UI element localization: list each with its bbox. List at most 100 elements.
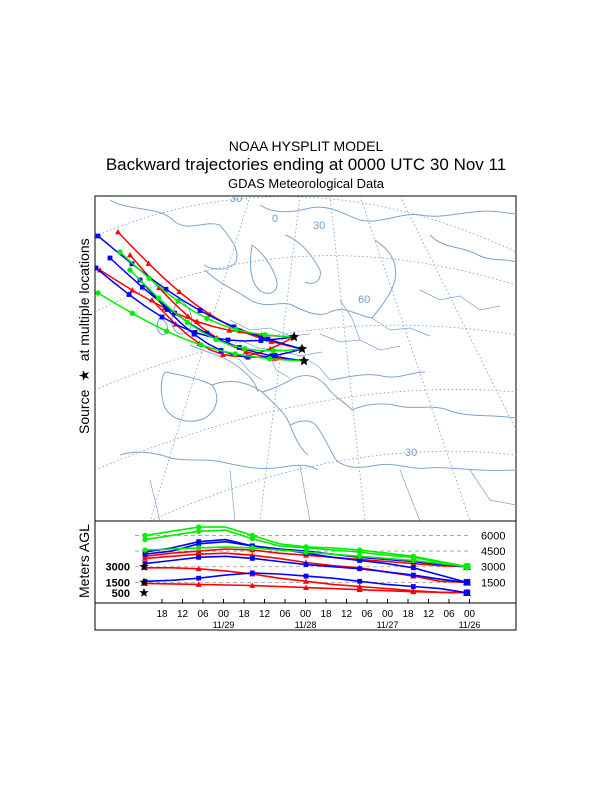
map-point [197, 308, 203, 313]
map-source-star [296, 343, 308, 354]
map-point [127, 252, 133, 258]
graticule-label: 30 [313, 220, 325, 232]
map-point [198, 342, 204, 348]
map-point [191, 331, 197, 337]
source-star-icon: ★ [76, 369, 92, 382]
map-point [95, 233, 101, 239]
height-point [303, 562, 309, 568]
map-trajectory-red-500-b [115, 229, 305, 352]
height-point [195, 545, 202, 551]
left-axis-label: 3000 [106, 562, 130, 574]
x-tick-label: 06 [361, 609, 373, 620]
height-point [196, 539, 202, 545]
x-tick-label: 18 [156, 609, 168, 620]
height-point [249, 582, 256, 588]
height-point [303, 578, 309, 584]
height-point [249, 570, 255, 576]
map-point [129, 310, 136, 317]
map-point [107, 255, 113, 261]
map-trajectory-green-3000-b [117, 249, 297, 340]
x-tick-label: 18 [402, 609, 414, 620]
map-point [204, 315, 210, 322]
height-series-green-3000-b [142, 528, 471, 571]
map-point [262, 332, 268, 338]
map-point [146, 275, 152, 281]
map-point [245, 354, 251, 360]
map-point [185, 313, 191, 319]
height-source-star [139, 587, 149, 597]
height-point [195, 548, 202, 554]
chart-title-line3: GDAS Meteorological Data [227, 176, 385, 191]
height-point [410, 557, 417, 564]
map-point [164, 307, 170, 312]
x-tick-label: 12 [177, 609, 189, 620]
height-series [139, 524, 471, 597]
map-point [97, 267, 103, 273]
map-point [243, 348, 249, 355]
map-trajectories [95, 229, 310, 366]
height-source-star [139, 577, 149, 587]
x-tick-label: 12 [341, 609, 353, 620]
height-point [142, 547, 148, 553]
map-point [176, 288, 183, 295]
right-axis-label: 1500 [481, 577, 505, 589]
map-point [231, 324, 237, 330]
date-label: 11/27 [377, 620, 399, 630]
date-label: 11/28 [295, 620, 317, 630]
height-point [410, 572, 416, 578]
map-point [115, 229, 121, 235]
height-point [463, 563, 471, 571]
map-point [159, 314, 165, 320]
graticule-label: 30 [230, 193, 242, 205]
height-point [303, 545, 309, 551]
map-point [220, 351, 226, 357]
left-axis-label: 1500 [106, 577, 130, 589]
height-point [410, 587, 417, 594]
x-tick-label: 18 [320, 609, 332, 620]
height-source-star [139, 561, 149, 571]
map-graticule [95, 196, 516, 521]
source-label: Source [76, 389, 92, 434]
height-point [196, 554, 202, 560]
map-point [175, 298, 181, 304]
date-label: 11/29 [213, 620, 235, 630]
map-point [270, 348, 277, 354]
map-frame [94, 195, 517, 522]
height-point [357, 566, 363, 572]
map-point [226, 327, 233, 333]
graticule-label: 0 [272, 213, 278, 225]
height-point [356, 553, 363, 559]
height-point [303, 549, 309, 555]
height-point [357, 578, 363, 584]
height-point [195, 528, 202, 534]
map-point [241, 345, 248, 352]
map-point [266, 355, 273, 362]
left-axis-label: 500 [112, 588, 130, 600]
map-point [272, 353, 278, 358]
map-point [95, 265, 99, 271]
height-point [196, 575, 202, 581]
right-axis-label: 4500 [481, 546, 505, 558]
height-point [356, 586, 363, 593]
height-point [142, 536, 148, 543]
x-tick-label: 00 [464, 609, 476, 620]
height-point [303, 584, 309, 590]
height-point [356, 549, 363, 555]
right-axis-label: 3000 [481, 562, 505, 574]
x-tick-label: 00 [218, 609, 230, 620]
map-point [129, 287, 136, 293]
x-tick-label: 18 [238, 609, 250, 620]
source-axis-label: Source ★ at multiple locations [76, 238, 93, 434]
map-point [225, 337, 231, 343]
map-panel: 30 0 30 60 30 [94, 193, 517, 522]
map-source-star [288, 331, 300, 342]
right-axis-label: 6000 [481, 530, 505, 542]
map-point [232, 351, 239, 357]
map-point [126, 292, 132, 297]
graticule-label: 60 [358, 294, 370, 306]
chart-title-line1: NOAA HYSPLIT MODEL [228, 138, 384, 154]
x-tick-label: 00 [300, 609, 312, 620]
graticule-label: 30 [405, 447, 417, 459]
